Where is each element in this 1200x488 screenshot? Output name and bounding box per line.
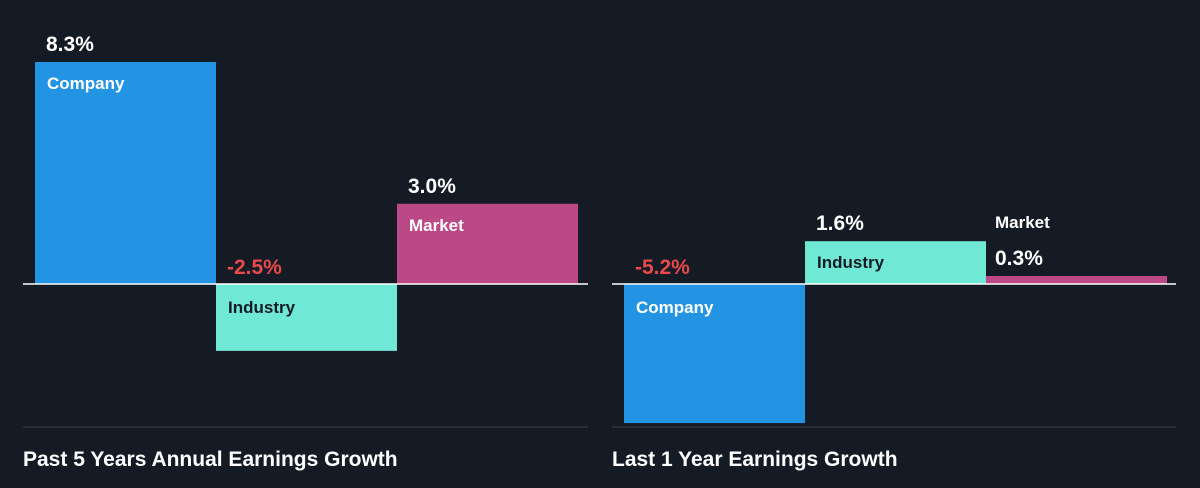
value-label-company: -5.2% xyxy=(635,256,690,279)
chart-past-5-years: Past 5 Years Annual Earnings Growth 8.3%… xyxy=(23,33,588,471)
chart-last-1-year: Last 1 Year Earnings Growth -5.2% Company… xyxy=(612,212,1176,471)
bar-company xyxy=(35,62,216,284)
bar-industry xyxy=(216,284,397,351)
category-label-market: Market xyxy=(995,213,1050,232)
value-label-company: 8.3% xyxy=(46,33,94,56)
value-label-market: 0.3% xyxy=(995,247,1043,270)
category-label-company: Company xyxy=(47,74,125,93)
bar-industry xyxy=(805,241,986,284)
chart-title: Past 5 Years Annual Earnings Growth xyxy=(23,448,398,471)
value-label-industry: 1.6% xyxy=(816,212,864,235)
value-label-market: 3.0% xyxy=(408,175,456,198)
category-label-market: Market xyxy=(409,216,464,235)
bar-market xyxy=(397,203,578,284)
value-label-industry: -2.5% xyxy=(227,256,282,279)
bar-company xyxy=(624,284,805,424)
bar-market xyxy=(986,275,1167,284)
category-label-industry: Industry xyxy=(228,298,296,317)
chart-title: Last 1 Year Earnings Growth xyxy=(612,448,898,471)
category-label-company: Company xyxy=(636,298,714,317)
category-label-industry: Industry xyxy=(817,253,885,272)
